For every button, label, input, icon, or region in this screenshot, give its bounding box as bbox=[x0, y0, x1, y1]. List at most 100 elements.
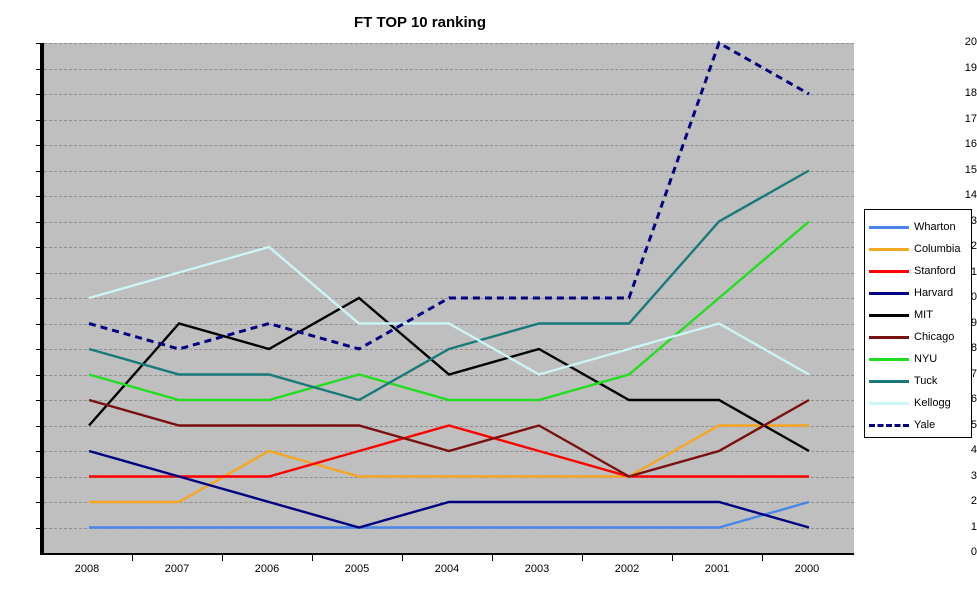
y-axis-tick-mark bbox=[36, 119, 42, 121]
y-axis-tick-mark bbox=[36, 272, 42, 274]
legend-item-chicago[interactable]: Chicago bbox=[869, 326, 967, 348]
gridline bbox=[44, 145, 854, 146]
y-axis-tick-label: 2 bbox=[970, 495, 977, 507]
legend-swatch-icon bbox=[869, 335, 909, 339]
x-axis-tick-label: 2006 bbox=[254, 563, 280, 575]
y-axis-tick-label: 20 bbox=[964, 36, 977, 48]
y-axis-tick-label: 17 bbox=[964, 112, 977, 125]
gridline bbox=[44, 68, 854, 70]
y-axis-tick-mark bbox=[36, 451, 42, 452]
x-axis-tick-label: 2008 bbox=[74, 563, 100, 575]
y-axis-tick-mark bbox=[36, 247, 42, 248]
y-axis-tick-mark bbox=[36, 502, 42, 503]
x-axis-tick-label: 2005 bbox=[344, 563, 370, 575]
y-axis-tick-label: 8 bbox=[970, 342, 977, 354]
chart-title: FT TOP 10 ranking bbox=[354, 14, 486, 31]
y-axis-tick-label: 7 bbox=[970, 367, 977, 380]
y-axis-tick-label: 9 bbox=[970, 316, 977, 329]
series-line-yale bbox=[88, 40, 810, 351]
series-line-stanford bbox=[89, 424, 809, 478]
x-axis-tick-mark bbox=[672, 555, 673, 561]
series-line-kellogg bbox=[88, 245, 810, 376]
x-axis-tick-mark bbox=[492, 555, 493, 561]
x-axis-tick-mark bbox=[132, 555, 133, 561]
y-axis-tick-label: 16 bbox=[964, 138, 977, 150]
legend-swatch-icon bbox=[869, 269, 909, 273]
series-line-wharton bbox=[89, 500, 810, 529]
gridline bbox=[44, 170, 854, 172]
legend-swatch-icon bbox=[869, 291, 909, 295]
gridline bbox=[44, 94, 854, 95]
y-axis-tick-mark bbox=[36, 349, 42, 350]
y-axis-tick-label: 15 bbox=[964, 163, 977, 176]
y-axis-tick-mark bbox=[36, 323, 42, 325]
x-axis-tick-mark bbox=[402, 555, 403, 561]
y-axis-tick-mark bbox=[36, 68, 42, 70]
legend-swatch-icon bbox=[869, 313, 909, 317]
y-axis-tick-mark bbox=[36, 476, 42, 478]
legend-item-harvard[interactable]: Harvard bbox=[869, 282, 967, 304]
gridline bbox=[44, 272, 854, 274]
y-axis-tick-label: 0 bbox=[970, 546, 977, 558]
series-line-nyu bbox=[88, 220, 810, 402]
gridline bbox=[44, 43, 854, 44]
legend-item-label: Tuck bbox=[914, 374, 938, 387]
x-axis-line bbox=[42, 553, 854, 555]
legend-item-label: Wharton bbox=[914, 220, 956, 233]
legend-item-label: Kellogg bbox=[914, 396, 951, 409]
legend-item-label: Columbia bbox=[914, 242, 961, 255]
x-axis-tick-label: 2002 bbox=[614, 563, 640, 575]
plot-area bbox=[42, 40, 854, 553]
legend-item-label: Yale bbox=[914, 418, 936, 431]
x-axis-tick-label: 2003 bbox=[524, 563, 550, 575]
legend-item-stanford[interactable]: Stanford bbox=[869, 260, 967, 282]
legend-item-label: Chicago bbox=[914, 330, 955, 343]
y-axis-tick-mark bbox=[36, 196, 42, 197]
y-axis-tick-label: 4 bbox=[970, 444, 977, 456]
series-lines bbox=[88, 40, 810, 529]
legend-item-wharton[interactable]: Wharton bbox=[869, 216, 967, 238]
gridline bbox=[44, 221, 854, 223]
legend-swatch-icon bbox=[869, 247, 909, 251]
y-axis-tick-label: 3 bbox=[970, 469, 977, 482]
series-line-columbia bbox=[89, 424, 809, 504]
x-axis-tick-label: 2007 bbox=[164, 563, 190, 575]
x-axis-tick-label: 2004 bbox=[434, 563, 460, 575]
series-line-tuck bbox=[88, 169, 810, 402]
y-axis-tick-mark bbox=[36, 43, 42, 44]
y-axis-tick-label: 5 bbox=[970, 418, 977, 431]
y-axis-tick-mark bbox=[36, 221, 42, 223]
legend-swatch-icon bbox=[869, 423, 909, 427]
legend-swatch-icon bbox=[869, 357, 909, 361]
legend-item-nyu[interactable]: NYU bbox=[869, 348, 967, 370]
x-axis-tick-mark bbox=[222, 555, 223, 561]
series-line-chicago bbox=[88, 398, 810, 478]
legend-item-label: MIT bbox=[914, 308, 933, 321]
legend-swatch-icon bbox=[869, 401, 909, 405]
y-axis-tick-mark bbox=[36, 374, 42, 376]
y-axis-tick-label: 19 bbox=[964, 61, 977, 74]
legend-swatch-icon bbox=[869, 225, 909, 229]
y-axis-tick-label: 18 bbox=[964, 87, 977, 99]
gridline bbox=[44, 196, 854, 197]
gridline bbox=[44, 119, 854, 121]
y-axis-tick-label: 14 bbox=[964, 189, 977, 201]
series-line-mit bbox=[88, 296, 810, 453]
y-axis-tick-label: 6 bbox=[970, 393, 977, 405]
legend-item-label: NYU bbox=[914, 352, 938, 365]
y-axis-tick-mark bbox=[36, 170, 42, 172]
legend-item-columbia[interactable]: Columbia bbox=[869, 238, 967, 260]
x-axis-tick-mark bbox=[582, 555, 583, 561]
legend-item-tuck[interactable]: Tuck bbox=[869, 370, 967, 392]
legend-item-kellogg[interactable]: Kellogg bbox=[869, 392, 967, 414]
legend-item-label: Stanford bbox=[914, 264, 956, 277]
legend: Wharton Columbia Stanford Harvard MIT Chicago… bbox=[864, 209, 972, 438]
y-axis-tick-mark bbox=[36, 94, 42, 95]
legend-item-mit[interactable]: MIT bbox=[869, 304, 967, 326]
legend-item-yale[interactable]: Yale bbox=[869, 414, 967, 436]
y-axis-tick-label: 1 bbox=[970, 520, 977, 533]
y-axis-tick-mark bbox=[36, 400, 42, 401]
x-axis-tick-label: 2000 bbox=[794, 563, 820, 575]
x-axis-tick-mark bbox=[312, 555, 313, 561]
